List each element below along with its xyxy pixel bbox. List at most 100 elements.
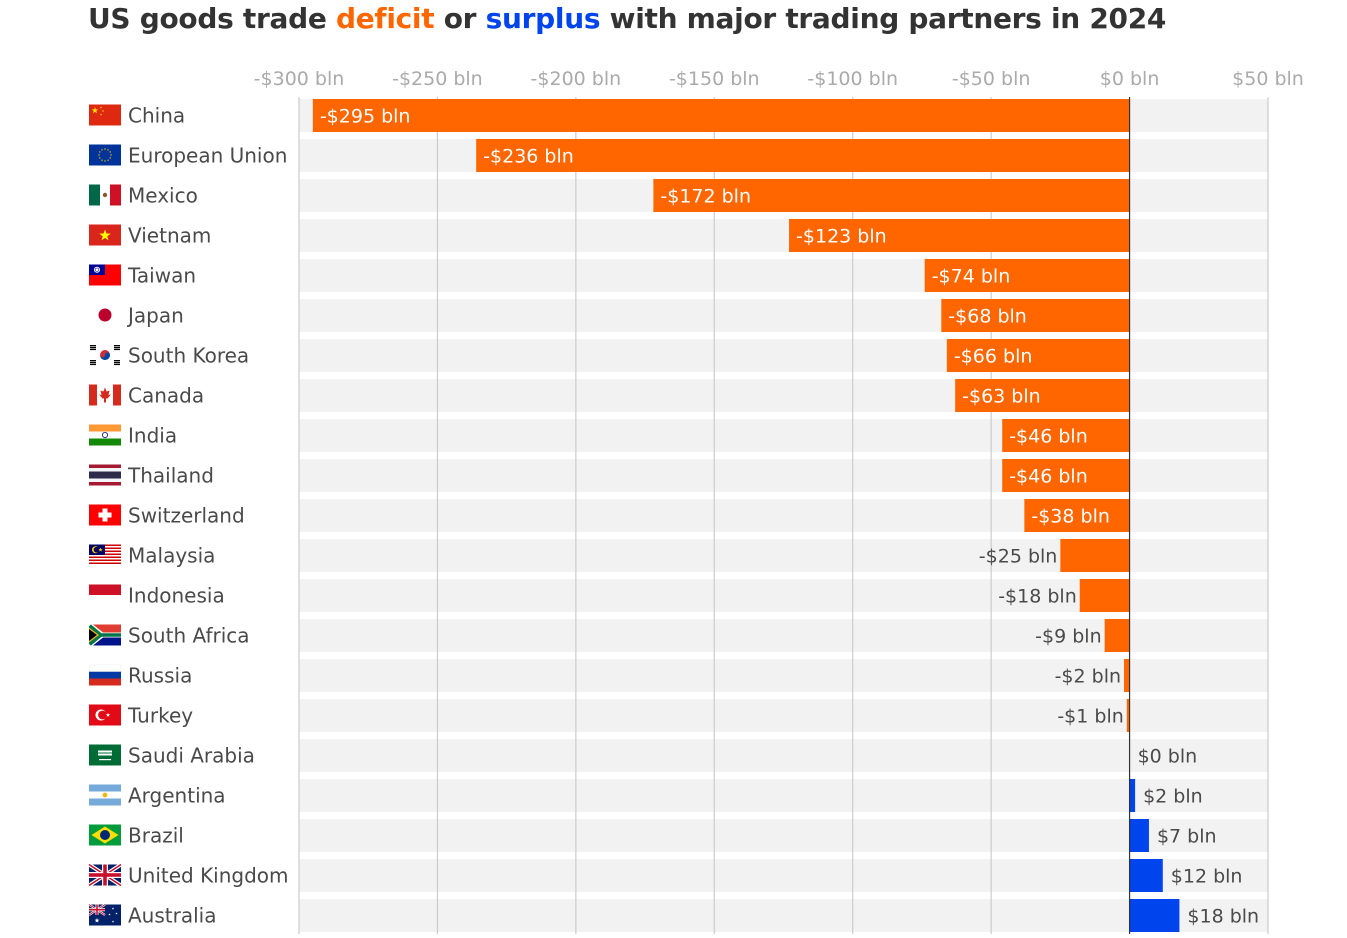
country-label: Mexico [128,184,198,208]
value-label: -$38 bln [1031,506,1110,528]
value-label: -$2 bln [1055,666,1121,688]
bar [653,179,1130,212]
x-tick-label: -$50 bln [952,68,1031,90]
mexico-flag [89,184,121,206]
bar [1129,819,1149,852]
x-tick-label: $50 bln [1232,68,1304,90]
value-label: -$123 bln [796,226,887,248]
row-band [299,779,1268,812]
value-label: $12 bln [1171,866,1243,888]
malaysia-flag [89,544,121,566]
flags [87,104,123,926]
country-label: European Union [128,144,287,168]
china-flag [89,104,121,126]
japan-flag [98,308,112,322]
title-prefix: US goods trade [88,2,336,35]
bar [924,259,1130,292]
row-band [299,659,1268,692]
country-label: Australia [128,904,216,928]
value-label: -$295 bln [320,106,411,128]
x-tick-label: $0 bln [1100,68,1160,90]
x-tick-label: -$150 bln [669,68,760,90]
bar [1060,539,1130,572]
country-label: Switzerland [128,504,245,528]
value-label: -$236 bln [483,146,574,168]
row-band [299,699,1268,732]
bar [1002,419,1130,452]
country-label: Russia [128,664,192,688]
india-flag [89,424,121,446]
bar [941,299,1130,332]
value-label: -$25 bln [979,546,1058,568]
country-label: Saudi Arabia [128,744,255,768]
bar [312,99,1130,132]
value-label: $18 bln [1187,906,1259,928]
country-label: Malaysia [128,544,215,568]
brazil-flag [89,824,121,846]
row-band [299,819,1268,852]
country-label: Argentina [128,784,226,808]
bar [1079,579,1130,612]
value-label: -$46 bln [1009,426,1088,448]
bar [1129,859,1163,892]
title-middle: or [434,2,486,35]
x-tick-label: -$250 bln [392,68,483,90]
x-tick-label: -$300 bln [254,68,345,90]
bar [1124,659,1130,692]
chart-title: US goods trade deficit or surplus with m… [88,2,1166,35]
country-label: China [128,104,185,128]
title-word-surplus: surplus [485,2,601,35]
bar [955,379,1130,412]
switzerland-flag [89,504,121,526]
row-band [299,899,1268,932]
united-kingdom-flag [87,862,123,888]
bar [476,139,1130,172]
value-label: -$63 bln [962,386,1041,408]
value-label: -$66 bln [954,346,1033,368]
value-label: -$68 bln [948,306,1027,328]
eu-flag [89,144,121,166]
country-label: Canada [128,384,204,408]
vietnam-flag [89,224,121,246]
argentina-flag [89,784,121,806]
value-label: -$18 bln [998,586,1077,608]
indonesia-flag [89,584,121,595]
country-label: United Kingdom [128,864,289,888]
australia-flag [88,903,121,926]
x-tick-label: -$200 bln [531,68,622,90]
value-label: -$1 bln [1057,706,1123,728]
country-label: Brazil [128,824,184,848]
bar [1126,699,1130,732]
bar [1129,779,1136,812]
x-axis-ticks: -$300 bln -$250 bln -$200 bln -$150 bln -$10… [254,68,1304,90]
value-label: $0 bln [1138,746,1198,768]
thailand-flag [89,464,121,486]
value-label: -$74 bln [932,266,1011,288]
saudi-arabia-flag [89,744,121,766]
country-label: Turkey [127,704,193,728]
taiwan-flag [89,264,121,286]
bar [1002,459,1130,492]
title-word-deficit: deficit [336,2,435,35]
country-label: India [128,424,177,448]
x-tick-label: -$100 bln [807,68,898,90]
category-labels: China European Union Mexico Vietnam Taiwan Ja… [126,104,289,928]
russia-flag [89,664,121,686]
country-label: South Africa [128,624,250,648]
title-suffix: with major trading partners in 2024 [600,2,1167,35]
bar [946,339,1130,372]
country-label: Taiwan [127,264,196,288]
south-korea-flag [90,345,120,366]
bar [1129,899,1180,932]
bar [789,219,1130,252]
value-label: $7 bln [1157,826,1217,848]
country-label: Vietnam [128,224,211,248]
row-band [299,859,1268,892]
value-label: $2 bln [1143,786,1203,808]
value-label: -$46 bln [1009,466,1088,488]
row-band [299,739,1268,772]
turkey-flag [89,704,121,726]
value-label: -$172 bln [660,186,751,208]
south-africa-flag [89,624,121,646]
